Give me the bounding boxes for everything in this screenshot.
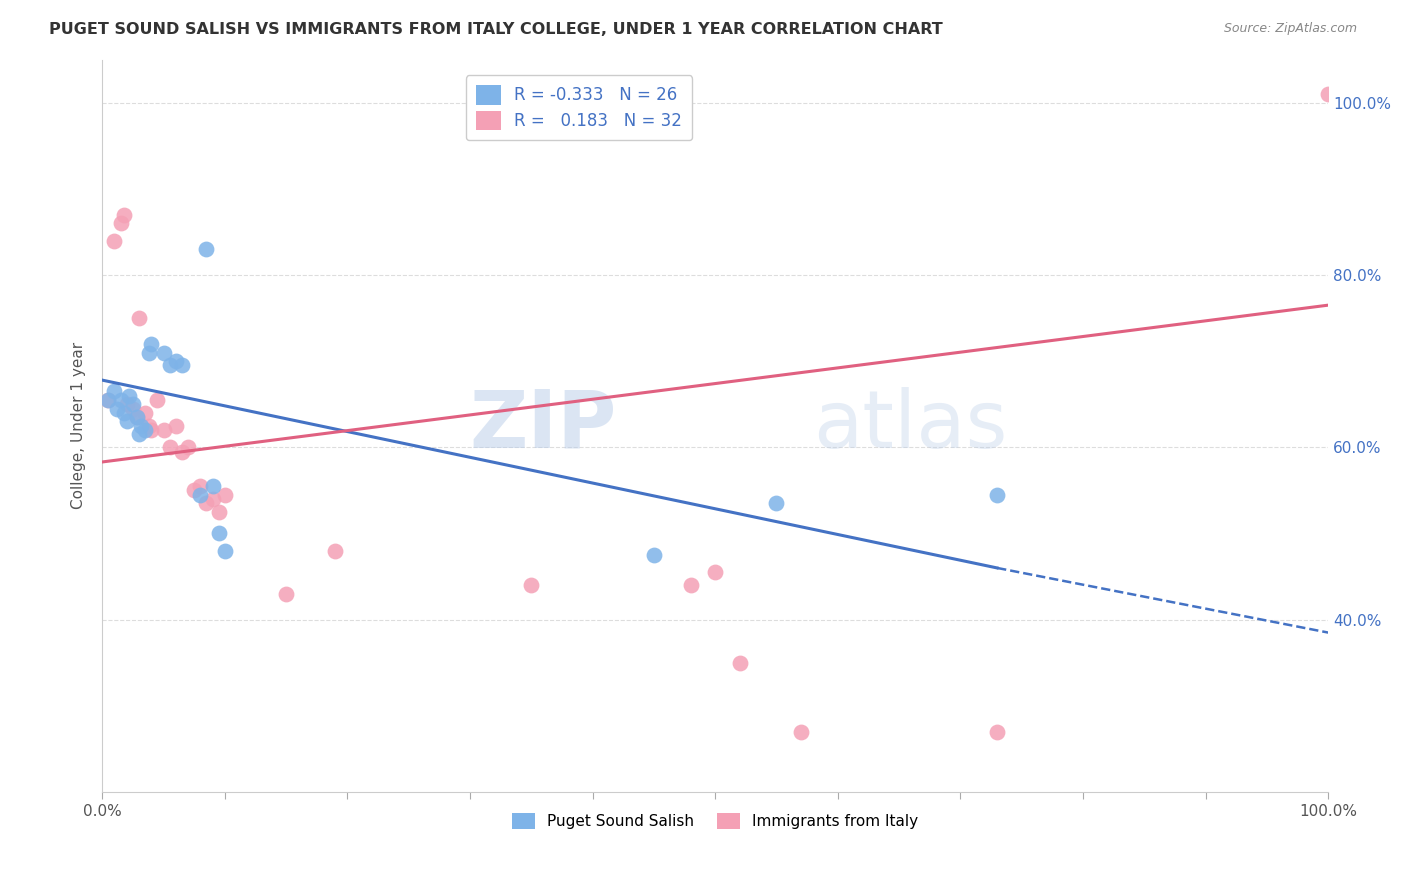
Point	[159, 359, 181, 373]
Point	[146, 392, 169, 407]
Point	[103, 384, 125, 399]
Text: PUGET SOUND SALISH VS IMMIGRANTS FROM ITALY COLLEGE, UNDER 1 YEAR CORRELATION CH: PUGET SOUND SALISH VS IMMIGRANTS FROM IT…	[49, 22, 943, 37]
Point	[986, 724, 1008, 739]
Point	[323, 543, 346, 558]
Point	[112, 406, 135, 420]
Legend: Puget Sound Salish, Immigrants from Italy: Puget Sound Salish, Immigrants from Ital…	[506, 807, 925, 836]
Point	[159, 440, 181, 454]
Point	[134, 423, 156, 437]
Point	[188, 488, 211, 502]
Point	[170, 444, 193, 458]
Point	[214, 488, 236, 502]
Point	[115, 415, 138, 429]
Text: Source: ZipAtlas.com: Source: ZipAtlas.com	[1223, 22, 1357, 36]
Y-axis label: College, Under 1 year: College, Under 1 year	[72, 343, 86, 509]
Point	[790, 724, 813, 739]
Point	[112, 208, 135, 222]
Point	[128, 427, 150, 442]
Point	[165, 418, 187, 433]
Point	[195, 496, 218, 510]
Point	[201, 479, 224, 493]
Point	[208, 526, 231, 541]
Point	[141, 337, 163, 351]
Point	[188, 479, 211, 493]
Point	[131, 418, 153, 433]
Point	[152, 345, 174, 359]
Point	[105, 401, 128, 416]
Point	[201, 491, 224, 506]
Point	[986, 488, 1008, 502]
Point	[121, 401, 143, 416]
Point	[141, 423, 163, 437]
Point	[128, 311, 150, 326]
Point	[125, 410, 148, 425]
Point	[121, 397, 143, 411]
Point	[214, 543, 236, 558]
Point	[103, 234, 125, 248]
Point	[97, 392, 120, 407]
Point	[110, 216, 132, 230]
Point	[138, 418, 160, 433]
Point	[704, 566, 727, 580]
Point	[643, 548, 665, 562]
Point	[274, 587, 297, 601]
Point	[195, 242, 218, 256]
Text: atlas: atlas	[813, 387, 1008, 465]
Point	[134, 406, 156, 420]
Point	[765, 496, 787, 510]
Point	[208, 505, 231, 519]
Point	[165, 354, 187, 368]
Point	[97, 392, 120, 407]
Point	[170, 359, 193, 373]
Point	[679, 578, 702, 592]
Point	[115, 397, 138, 411]
Point	[118, 389, 141, 403]
Point	[520, 578, 543, 592]
Point	[152, 423, 174, 437]
Point	[125, 410, 148, 425]
Point	[1317, 87, 1340, 101]
Point	[177, 440, 200, 454]
Point	[110, 392, 132, 407]
Point	[728, 656, 751, 670]
Point	[138, 345, 160, 359]
Text: ZIP: ZIP	[470, 387, 617, 465]
Point	[183, 483, 205, 498]
